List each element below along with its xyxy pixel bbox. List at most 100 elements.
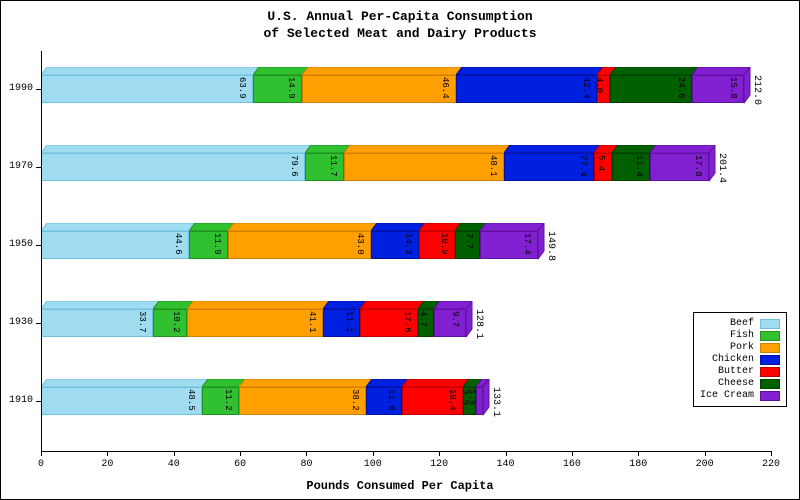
bar-segment: [305, 153, 344, 181]
bar-segment: [41, 153, 305, 181]
x-axis-label: Pounds Consumed Per Capita: [1, 479, 799, 493]
bar-segment: [228, 231, 371, 259]
x-tick-label: 100: [358, 459, 388, 470]
segment-value-label: 46.4: [440, 77, 450, 99]
segment-value-label: 43.0: [355, 233, 365, 255]
bar-top-face: [480, 223, 546, 233]
legend-label: Beef: [730, 318, 754, 329]
segment-value-label: 9.7: [450, 311, 460, 327]
x-tick-label: 200: [690, 459, 720, 470]
legend-item: Chicken: [700, 354, 780, 365]
legend-item: Ice Cream: [700, 390, 780, 401]
segment-value-label: 4.7: [418, 311, 428, 327]
bar-top-face: [187, 301, 331, 311]
title-line-1: U.S. Annual Per-Capita Consumption: [267, 9, 532, 24]
segment-value-label: 79.6: [289, 155, 299, 177]
row-total-label: 133.1: [490, 387, 501, 417]
x-tick-label: 160: [557, 459, 587, 470]
segment-value-label: 7.7: [464, 233, 474, 249]
legend-label: Ice Cream: [700, 390, 754, 401]
legend-item: Butter: [700, 366, 780, 377]
segment-value-label: 14.3: [403, 233, 413, 255]
segment-value-label: 63.9: [237, 77, 247, 99]
x-tick-label: 140: [491, 459, 521, 470]
bar-top-face: [360, 301, 426, 311]
bar-top-face: [650, 145, 717, 155]
row-total-label: 212.0: [751, 75, 762, 105]
segment-value-label: 11.9: [212, 233, 222, 255]
bar-segment: [612, 153, 650, 181]
chart-title: U.S. Annual Per-Capita Consumption of Se…: [1, 9, 799, 43]
bar-segment: [302, 75, 456, 103]
bar-top-face: [41, 223, 197, 233]
legend-item: Fish: [700, 330, 780, 341]
segment-value-label: 48.1: [488, 155, 498, 177]
x-axis-line: [41, 451, 771, 452]
segment-value-label: 11.7: [328, 155, 338, 177]
segment-value-label: 10.9: [439, 233, 449, 255]
x-tick: [572, 451, 573, 456]
segment-value-label: 33.7: [137, 311, 147, 333]
bar-top-face: [402, 379, 471, 389]
bar-segment: [189, 231, 228, 259]
year-label: 1990: [3, 83, 33, 94]
bar-segment: [366, 387, 403, 415]
legend-label: Pork: [730, 342, 754, 353]
segment-value-label: 17.4: [522, 233, 532, 255]
x-tick: [41, 451, 42, 456]
bar-segment: [187, 309, 323, 337]
year-label: 1930: [3, 317, 33, 328]
bar-top-face: [239, 379, 374, 389]
segment-value-label: 17.6: [402, 311, 412, 333]
x-tick-label: 80: [291, 459, 321, 470]
segment-value-label: 42.4: [581, 77, 591, 99]
year-label: 1950: [3, 239, 33, 250]
x-tick-label: 40: [159, 459, 189, 470]
segment-value-label: 10.2: [171, 311, 181, 333]
bar-segment: [323, 309, 360, 337]
segment-value-label: 11.2: [223, 389, 233, 411]
x-tick: [107, 451, 108, 456]
row-total-label: 128.1: [473, 309, 484, 339]
segment-value-label: 15.8: [728, 77, 738, 99]
year-label: 1910: [3, 395, 33, 406]
legend-item: Cheese: [700, 378, 780, 389]
bar-segment: [41, 75, 253, 103]
segment-value-label: 18.4: [447, 389, 457, 411]
bar-top-face: [610, 67, 700, 77]
year-label: 1970: [3, 161, 33, 172]
bar-top-face: [41, 301, 161, 311]
bar-segment: [239, 387, 366, 415]
bar-segment: [419, 231, 455, 259]
segment-value-label: 11.1: [344, 311, 354, 333]
legend-label: Butter: [718, 366, 754, 377]
legend-swatch: [760, 379, 780, 389]
x-tick: [439, 451, 440, 456]
plot-area: 02040608010012014016018020022063.914.946…: [41, 51, 771, 451]
segment-value-label: 24.6: [676, 77, 686, 99]
chart-container: U.S. Annual Per-Capita Consumption of Se…: [0, 0, 800, 500]
x-tick-label: 0: [26, 459, 56, 470]
title-line-2: of Selected Meat and Dairy Products: [263, 26, 536, 41]
legend: BeefFishPorkChickenButterCheeseIce Cream: [693, 312, 787, 407]
legend-label: Cheese: [718, 378, 754, 389]
bar-segment: [41, 387, 202, 415]
bar-top-face: [692, 67, 752, 77]
legend-swatch: [760, 355, 780, 365]
segment-value-label: 48.5: [186, 389, 196, 411]
legend-label: Fish: [730, 330, 754, 341]
segment-value-label: 11.0: [386, 389, 396, 411]
x-tick: [506, 451, 507, 456]
legend-swatch: [760, 367, 780, 377]
legend-swatch: [760, 391, 780, 401]
bar-top-face: [344, 145, 512, 155]
bar-segment: [153, 309, 187, 337]
bar-top-face: [41, 67, 261, 77]
legend-item: Pork: [700, 342, 780, 353]
x-tick-label: 20: [92, 459, 122, 470]
x-tick-label: 120: [424, 459, 454, 470]
row-total-label: 149.8: [545, 231, 556, 261]
segment-value-label: 5.4: [596, 155, 606, 171]
x-tick: [373, 451, 374, 456]
x-tick-label: 180: [623, 459, 653, 470]
